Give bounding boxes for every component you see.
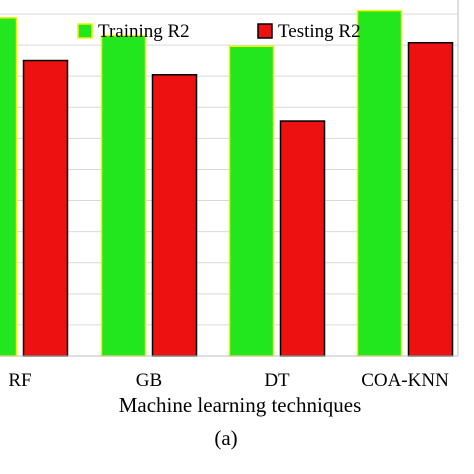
x-tick-label: DT	[264, 370, 290, 391]
bar-training-gb	[100, 34, 147, 357]
bar-training-dt	[228, 45, 275, 357]
legend-swatch-training	[77, 23, 93, 39]
bar-testing-coa-knn	[407, 41, 454, 357]
legend-swatch-testing	[257, 23, 273, 39]
legend-label-testing: Testing R2	[278, 21, 361, 42]
bar-testing-rf	[22, 59, 69, 357]
x-tick-label: GB	[136, 370, 162, 391]
bars	[0, 9, 454, 357]
bar-training-coa-knn	[356, 9, 403, 357]
x-tick-label: RF	[8, 370, 31, 391]
x-tick-labels: RF GB DT COA-KNN	[8, 370, 449, 391]
bar-training-rf	[0, 17, 18, 357]
legend-label-training: Training R2	[98, 21, 190, 42]
figure-caption: (a)	[214, 426, 237, 450]
x-tick-label: COA-KNN	[361, 370, 449, 391]
x-axis-title: Machine learning techniques	[119, 393, 362, 417]
bar-testing-gb	[151, 74, 198, 357]
bar-testing-dt	[279, 120, 326, 357]
legend: Training R2 Testing R2	[77, 21, 361, 42]
